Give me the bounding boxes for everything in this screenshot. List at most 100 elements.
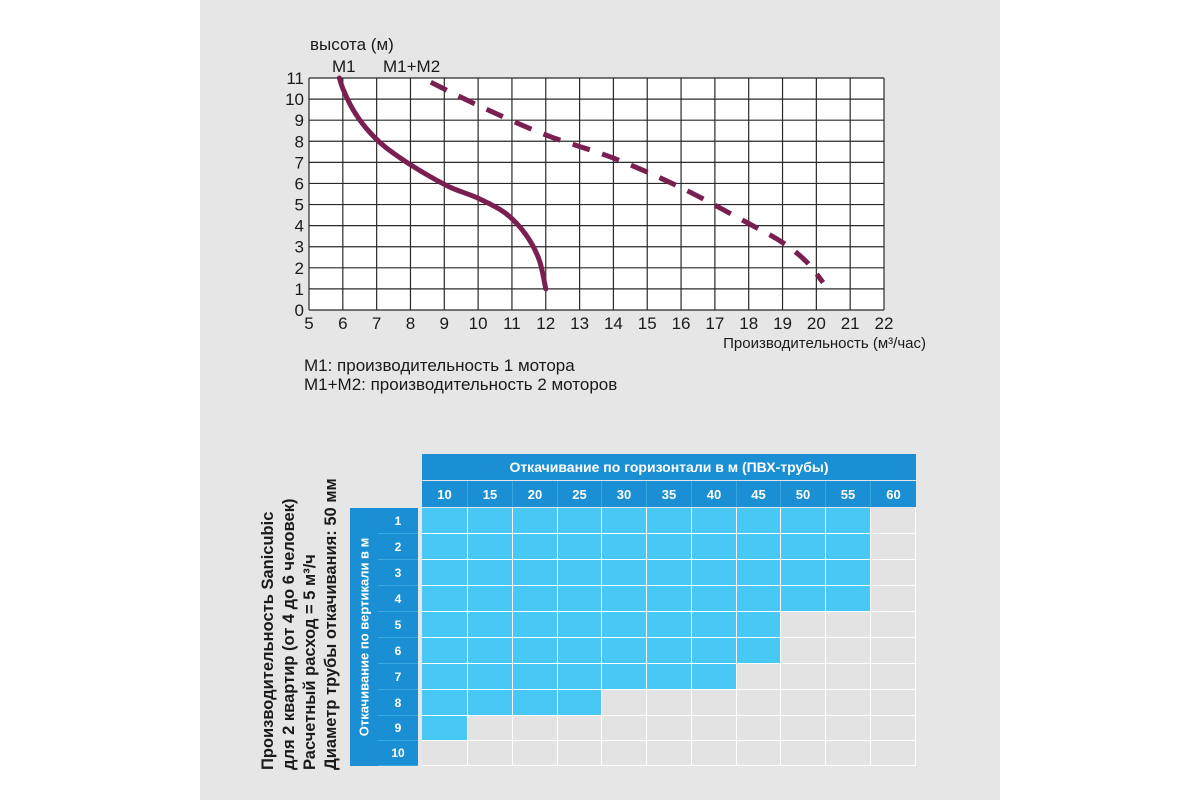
available-cell xyxy=(468,690,513,716)
available-cell xyxy=(468,586,513,612)
unavailable-cell xyxy=(826,638,871,664)
y-axis-title: высота (м) xyxy=(310,35,394,54)
column-header: 30 xyxy=(602,481,647,507)
available-cell xyxy=(422,638,468,664)
unavailable-cell xyxy=(781,741,826,766)
column-header: 35 xyxy=(647,481,692,507)
plot-area xyxy=(309,78,884,310)
available-cell xyxy=(602,534,647,560)
available-cell xyxy=(826,560,871,586)
available-cell xyxy=(737,508,781,534)
available-cell xyxy=(468,534,513,560)
chart-axes: 5 6 7 8 9 10 11 12 13 14 15 16 17 18 19 20 21 22012345678… xyxy=(285,69,893,333)
unavailable-cell xyxy=(558,716,602,741)
row-header: 6 xyxy=(378,638,418,664)
unavailable-cell xyxy=(826,741,871,766)
available-cell xyxy=(781,560,826,586)
available-cell xyxy=(602,586,647,612)
unavailable-cell xyxy=(871,741,916,766)
row-header: 5 xyxy=(378,612,418,638)
available-cell xyxy=(781,508,826,534)
available-cell xyxy=(781,534,826,560)
unavailable-cell xyxy=(871,690,916,716)
unavailable-cell xyxy=(781,612,826,638)
available-cell xyxy=(422,716,468,741)
unavailable-cell xyxy=(826,664,871,690)
available-cell xyxy=(692,508,737,534)
y-tick-label: 7 xyxy=(295,153,304,172)
unavailable-cell xyxy=(871,586,916,612)
y-tick-label: 10 xyxy=(285,90,304,109)
column-header: 15 xyxy=(468,481,513,507)
available-cell xyxy=(513,638,558,664)
available-cell xyxy=(692,612,737,638)
side-title-line-2: для 2 квартир (от 4 до 6 человек) xyxy=(280,498,298,770)
pump-curve-chart: 5 6 7 8 9 10 11 12 13 14 15 16 17 18 19 20 21 22012345678… xyxy=(285,35,926,352)
x-tick-label: 5 xyxy=(304,314,313,333)
available-cell xyxy=(558,508,602,534)
side-title-line-1: Производительность Sanicubic xyxy=(259,511,277,770)
y-tick-label: 11 xyxy=(286,69,304,88)
unavailable-cell xyxy=(781,638,826,664)
x-tick-label: 8 xyxy=(406,314,415,333)
available-cell xyxy=(468,560,513,586)
available-cell xyxy=(513,508,558,534)
figure-panel: 5 6 7 8 9 10 11 12 13 14 15 16 17 18 19 20 21 22 0 1 2 3 4 5 6 7 8… xyxy=(200,0,1000,800)
y-tick-label: 5 xyxy=(295,196,304,215)
available-cell xyxy=(647,534,692,560)
unavailable-cell xyxy=(737,664,781,690)
available-cell xyxy=(513,664,558,690)
y-tick-label: 1 xyxy=(295,280,304,299)
available-cell xyxy=(647,612,692,638)
unavailable-cell xyxy=(781,690,826,716)
available-cell xyxy=(737,586,781,612)
row-header: 10 xyxy=(378,741,418,766)
row-header: 7 xyxy=(378,664,418,690)
row-header: 1 xyxy=(378,508,418,534)
y-tick-label: 3 xyxy=(295,238,304,257)
unavailable-cell xyxy=(737,741,781,766)
unavailable-cell xyxy=(871,612,916,638)
pumping-distance-table: Откачивание по горизонтали в м (ПВХ-труб… xyxy=(350,454,916,766)
unavailable-cell xyxy=(737,690,781,716)
unavailable-cell xyxy=(871,638,916,664)
available-cell xyxy=(422,560,468,586)
row-group-header-label: Откачивание по вертикали в м xyxy=(356,537,372,737)
column-header: 40 xyxy=(692,481,737,507)
unavailable-cell xyxy=(513,741,558,766)
available-cell xyxy=(647,638,692,664)
available-cell xyxy=(558,638,602,664)
available-cell xyxy=(647,586,692,612)
available-cell xyxy=(468,664,513,690)
available-cell xyxy=(826,534,871,560)
available-cell xyxy=(737,638,781,664)
column-header: 20 xyxy=(513,481,558,507)
available-cell xyxy=(826,508,871,534)
series-label-m1m2: M1+M2 xyxy=(383,57,440,76)
available-cell xyxy=(781,586,826,612)
available-cell xyxy=(513,690,558,716)
available-cell xyxy=(558,664,602,690)
available-cell xyxy=(558,586,602,612)
available-cell xyxy=(737,560,781,586)
available-cell xyxy=(422,612,468,638)
available-cell xyxy=(558,690,602,716)
available-cell xyxy=(468,638,513,664)
unavailable-cell xyxy=(468,741,513,766)
unavailable-cell xyxy=(781,664,826,690)
x-tick-label: 14 xyxy=(604,314,623,333)
x-tick-label: 19 xyxy=(773,314,792,333)
available-cell xyxy=(558,534,602,560)
column-header: 45 xyxy=(737,481,781,507)
unavailable-cell xyxy=(647,741,692,766)
row-group-header: Откачивание по вертикали в м xyxy=(350,508,378,766)
available-cell xyxy=(422,664,468,690)
available-cell xyxy=(422,508,468,534)
available-cell xyxy=(468,612,513,638)
x-tick-label: 15 xyxy=(638,314,657,333)
available-cell xyxy=(826,586,871,612)
x-tick-label: 13 xyxy=(570,314,589,333)
unavailable-cell xyxy=(647,690,692,716)
side-title-line-3: Расчетный расход = 5 м³/ч xyxy=(301,554,319,770)
unavailable-cell xyxy=(871,534,916,560)
